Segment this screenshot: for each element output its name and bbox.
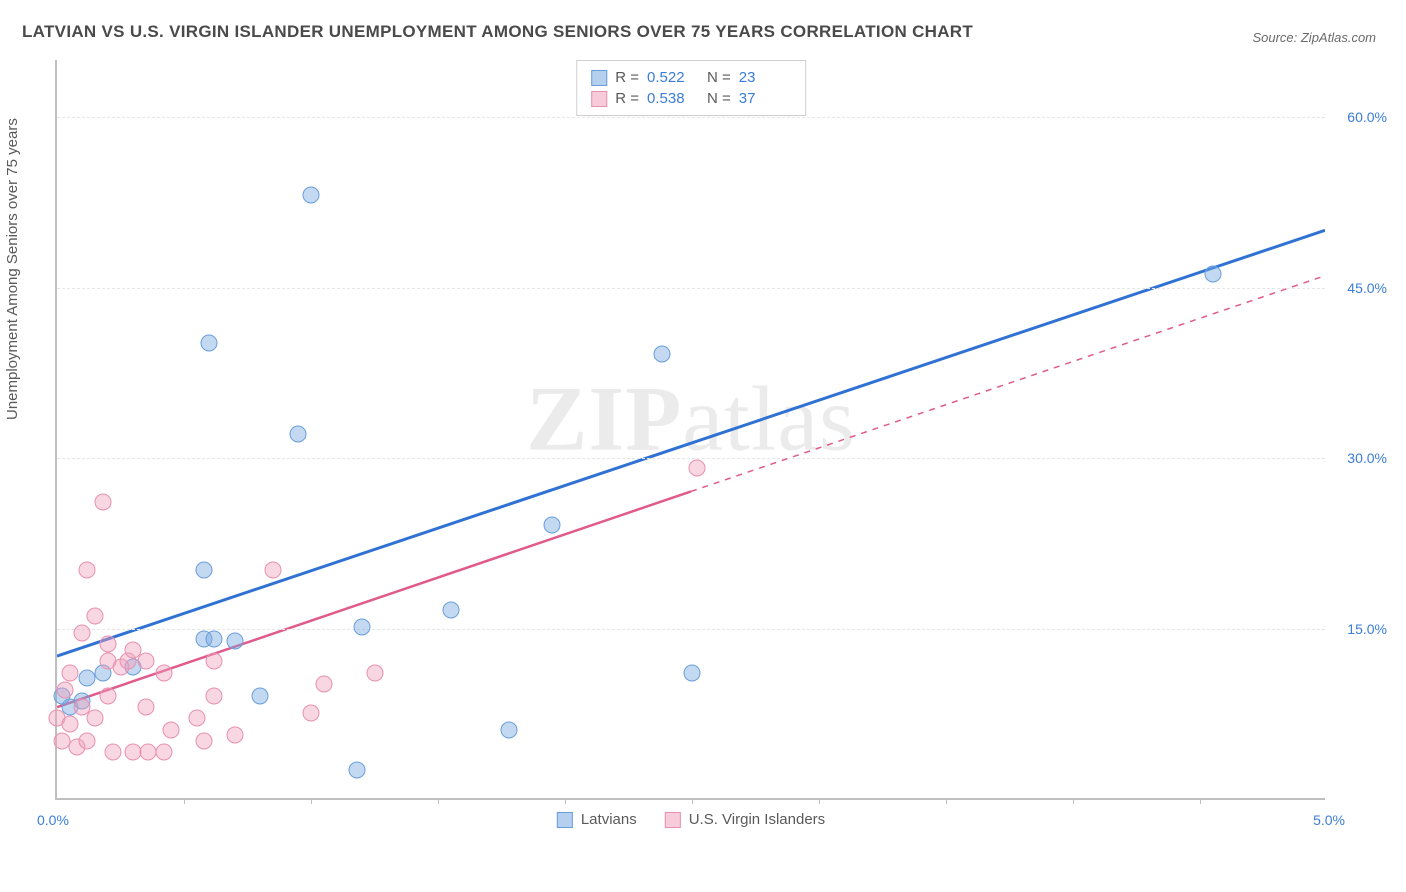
scatter-point [544, 516, 561, 533]
gridline-h [57, 629, 1325, 630]
r-value-series2: 0.538 [647, 90, 699, 107]
swatch-blue-icon [591, 70, 607, 86]
stats-row-series2: R = 0.538 N = 37 [591, 88, 791, 109]
scatter-point [226, 632, 243, 649]
n-label: N = [707, 69, 731, 86]
scatter-point [303, 186, 320, 203]
x-tick-mark [692, 798, 693, 804]
scatter-point [206, 630, 223, 647]
scatter-point [87, 607, 104, 624]
y-tick-label: 60.0% [1347, 109, 1387, 125]
x-tick-mark [311, 798, 312, 804]
scatter-point [188, 710, 205, 727]
scatter-point [201, 334, 218, 351]
scatter-point [87, 710, 104, 727]
legend-label-series2: U.S. Virgin Islanders [689, 811, 825, 828]
r-label: R = [615, 90, 639, 107]
scatter-point [99, 636, 116, 653]
gridline-h [57, 458, 1325, 459]
scatter-point [252, 687, 269, 704]
scatter-point [290, 425, 307, 442]
scatter-point [501, 721, 518, 738]
scatter-point [56, 681, 73, 698]
scatter-point [137, 698, 154, 715]
scatter-point [196, 562, 213, 579]
scatter-point [196, 733, 213, 750]
x-tick-mark [819, 798, 820, 804]
scatter-point [442, 602, 459, 619]
scatter-point [163, 721, 180, 738]
chart-title: LATVIAN VS U.S. VIRGIN ISLANDER UNEMPLOY… [22, 22, 973, 42]
x-axis-max-label: 5.0% [1313, 812, 1345, 828]
stats-box: R = 0.522 N = 23 R = 0.538 N = 37 [576, 60, 806, 116]
watermark: ZIPatlas [526, 365, 856, 471]
scatter-point [1204, 266, 1221, 283]
gridline-h [57, 117, 1325, 118]
y-tick-label: 15.0% [1347, 621, 1387, 637]
scatter-point [348, 761, 365, 778]
plot-area: ZIPatlas R = 0.522 N = 23 R = 0.538 N = … [55, 60, 1325, 800]
stats-row-series1: R = 0.522 N = 23 [591, 67, 791, 88]
scatter-point [689, 459, 706, 476]
scatter-point [684, 664, 701, 681]
source-attribution: Source: ZipAtlas.com [1252, 30, 1376, 45]
trend-line [57, 230, 1325, 656]
x-tick-mark [438, 798, 439, 804]
legend-label-series1: Latvians [581, 811, 637, 828]
swatch-pink-icon [665, 812, 681, 828]
x-axis-min-label: 0.0% [37, 812, 69, 828]
scatter-point [264, 562, 281, 579]
x-tick-mark [1200, 798, 1201, 804]
scatter-point [137, 653, 154, 670]
scatter-point [303, 704, 320, 721]
y-tick-label: 30.0% [1347, 450, 1387, 466]
scatter-point [74, 624, 91, 641]
n-label: N = [707, 90, 731, 107]
x-tick-mark [565, 798, 566, 804]
r-label: R = [615, 69, 639, 86]
swatch-blue-icon [557, 812, 573, 828]
scatter-point [353, 619, 370, 636]
scatter-point [94, 494, 111, 511]
legend-item-series2: U.S. Virgin Islanders [665, 811, 825, 828]
scatter-point [61, 716, 78, 733]
r-value-series1: 0.522 [647, 69, 699, 86]
trend-lines [57, 60, 1325, 798]
x-tick-mark [184, 798, 185, 804]
watermark-bold: ZIP [526, 367, 682, 469]
gridline-h [57, 288, 1325, 289]
scatter-point [99, 687, 116, 704]
watermark-light: atlas [682, 367, 856, 469]
scatter-point [366, 664, 383, 681]
y-tick-label: 45.0% [1347, 280, 1387, 296]
scatter-point [206, 687, 223, 704]
y-axis-label: Unemployment Among Seniors over 75 years [4, 118, 21, 420]
scatter-point [104, 744, 121, 761]
n-value-series2: 37 [739, 90, 791, 107]
scatter-point [226, 727, 243, 744]
scatter-point [79, 733, 96, 750]
x-tick-mark [946, 798, 947, 804]
swatch-pink-icon [591, 91, 607, 107]
legend-item-series1: Latvians [557, 811, 637, 828]
scatter-point [206, 653, 223, 670]
scatter-point [155, 664, 172, 681]
scatter-point [653, 346, 670, 363]
scatter-point [79, 562, 96, 579]
x-tick-mark [1073, 798, 1074, 804]
n-value-series1: 23 [739, 69, 791, 86]
bottom-legend: Latvians U.S. Virgin Islanders [557, 811, 825, 828]
scatter-point [315, 676, 332, 693]
scatter-point [61, 664, 78, 681]
scatter-point [155, 744, 172, 761]
